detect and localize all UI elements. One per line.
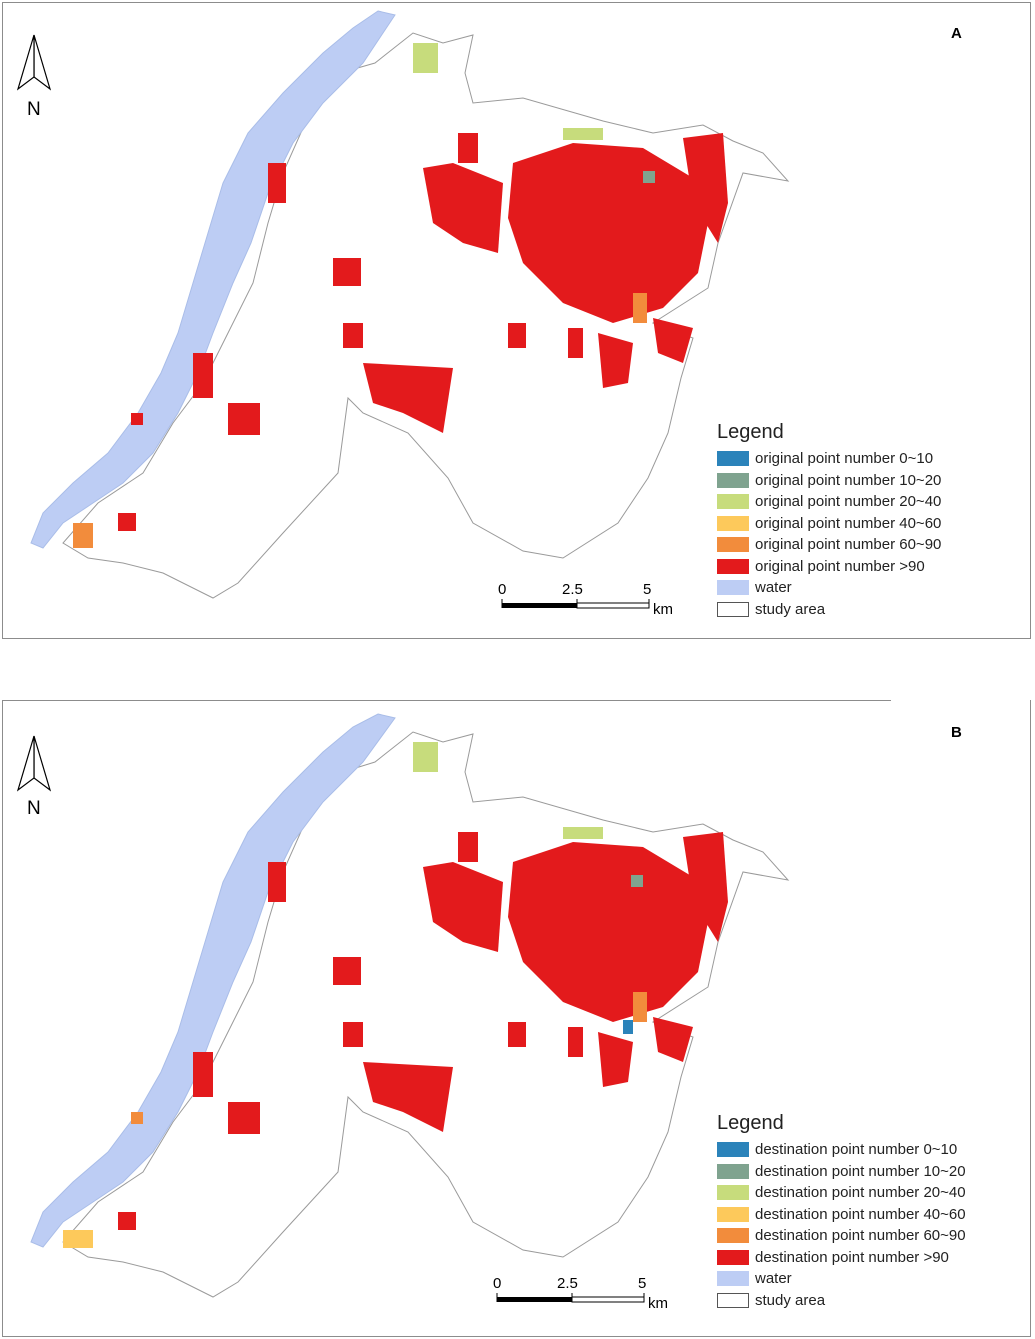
legend-swatch bbox=[717, 1206, 749, 1222]
legend-item: original point number >90 bbox=[717, 556, 941, 578]
north-label: N bbox=[27, 99, 41, 120]
legend-swatch bbox=[717, 451, 749, 467]
map-panel-b: B N Legend destination point number 0~10… bbox=[2, 700, 1031, 1337]
legend-label: destination point number 10~20 bbox=[755, 1162, 966, 1180]
legend-swatch bbox=[717, 580, 749, 596]
legend-label: original point number 20~40 bbox=[755, 493, 942, 511]
legend-item: destination point number 20~40 bbox=[717, 1182, 966, 1204]
north-arrow: N bbox=[16, 33, 52, 120]
legend-item: study area bbox=[717, 599, 941, 621]
legend-item: water bbox=[717, 1268, 966, 1290]
legend-item: destination point number 0~10 bbox=[717, 1139, 966, 1161]
scale-unit: km bbox=[648, 1295, 668, 1312]
panel-label: B bbox=[951, 724, 962, 741]
legend-item: destination point number >90 bbox=[717, 1247, 966, 1269]
map-canvas bbox=[30, 10, 790, 599]
legend-label: study area bbox=[755, 1291, 826, 1309]
scale-bar: 0 2.5 5 km bbox=[498, 581, 688, 621]
legend-swatch bbox=[717, 1142, 749, 1158]
legend-swatch bbox=[717, 1185, 749, 1201]
scale-bar: 0 2.5 5 km bbox=[493, 1275, 683, 1315]
study-area-outline bbox=[62, 32, 790, 599]
north-arrow-icon bbox=[16, 735, 52, 792]
legend-item: original point number 60~90 bbox=[717, 534, 941, 556]
legend-item: destination point number 60~90 bbox=[717, 1225, 966, 1247]
scale-tick-label: 2.5 bbox=[557, 1275, 578, 1292]
legend-item: original point number 10~20 bbox=[717, 470, 941, 492]
scale-bar-graphic bbox=[496, 1293, 645, 1303]
legend-label: destination point number 60~90 bbox=[755, 1227, 966, 1245]
legend-label: water bbox=[755, 1270, 792, 1288]
legend-label: original point number 40~60 bbox=[755, 514, 942, 532]
legend-label: destination point number >90 bbox=[755, 1248, 949, 1266]
parcel-blocks bbox=[63, 742, 728, 1248]
scale-tick-label: 5 bbox=[638, 1275, 647, 1292]
legend-item: water bbox=[717, 577, 941, 599]
legend-label: water bbox=[755, 579, 792, 597]
legend-label: original point number 0~10 bbox=[755, 450, 934, 468]
panel-top-border bbox=[3, 700, 891, 701]
legend-swatch bbox=[717, 1271, 749, 1287]
scale-tick-label: 2.5 bbox=[562, 581, 583, 598]
legend-label: destination point number 20~40 bbox=[755, 1184, 966, 1202]
legend-swatch bbox=[717, 1292, 749, 1308]
legend-item: destination point number 40~60 bbox=[717, 1204, 966, 1226]
north-arrow: N bbox=[16, 734, 52, 819]
legend-item: original point number 0~10 bbox=[717, 448, 941, 470]
study-area-outline bbox=[62, 731, 790, 1298]
legend-swatch bbox=[717, 537, 749, 553]
legend: Legend original point number 0~10 origin… bbox=[717, 419, 941, 620]
legend-swatch bbox=[717, 601, 749, 617]
legend-swatch bbox=[717, 1228, 749, 1244]
map-canvas bbox=[30, 713, 790, 1298]
legend-item: original point number 20~40 bbox=[717, 491, 941, 513]
scale-bar-graphic bbox=[501, 599, 650, 609]
legend-label: original point number >90 bbox=[755, 557, 925, 575]
legend-swatch bbox=[717, 472, 749, 488]
legend-swatch bbox=[717, 515, 749, 531]
legend-title: Legend bbox=[717, 421, 784, 443]
north-label: N bbox=[27, 798, 41, 819]
legend-item: destination point number 10~20 bbox=[717, 1161, 966, 1183]
study-area-map bbox=[30, 10, 790, 599]
legend-swatch bbox=[717, 558, 749, 574]
legend-swatch bbox=[717, 494, 749, 510]
scale-unit: km bbox=[653, 601, 673, 618]
scale-tick-label: 0 bbox=[493, 1275, 502, 1292]
parcel-blocks bbox=[73, 43, 728, 548]
legend-swatch bbox=[717, 1249, 749, 1265]
scale-tick-label: 0 bbox=[498, 581, 507, 598]
legend-label: study area bbox=[755, 600, 826, 618]
legend-label: original point number 60~90 bbox=[755, 536, 942, 554]
legend-item: study area bbox=[717, 1290, 966, 1312]
legend-label: original point number 10~20 bbox=[755, 471, 942, 489]
study-area-map bbox=[30, 713, 790, 1298]
north-arrow-icon bbox=[16, 34, 52, 91]
panel-label: A bbox=[951, 25, 962, 42]
legend-label: destination point number 0~10 bbox=[755, 1141, 958, 1159]
legend: Legend destination point number 0~10 des… bbox=[717, 1110, 966, 1311]
legend-label: destination point number 40~60 bbox=[755, 1205, 966, 1223]
legend-item: original point number 40~60 bbox=[717, 513, 941, 535]
legend-title: Legend bbox=[717, 1112, 784, 1134]
legend-swatch bbox=[717, 1163, 749, 1179]
scale-tick-label: 5 bbox=[643, 581, 652, 598]
map-panel-a: A N Legend original point number 0~10 or… bbox=[2, 2, 1031, 639]
